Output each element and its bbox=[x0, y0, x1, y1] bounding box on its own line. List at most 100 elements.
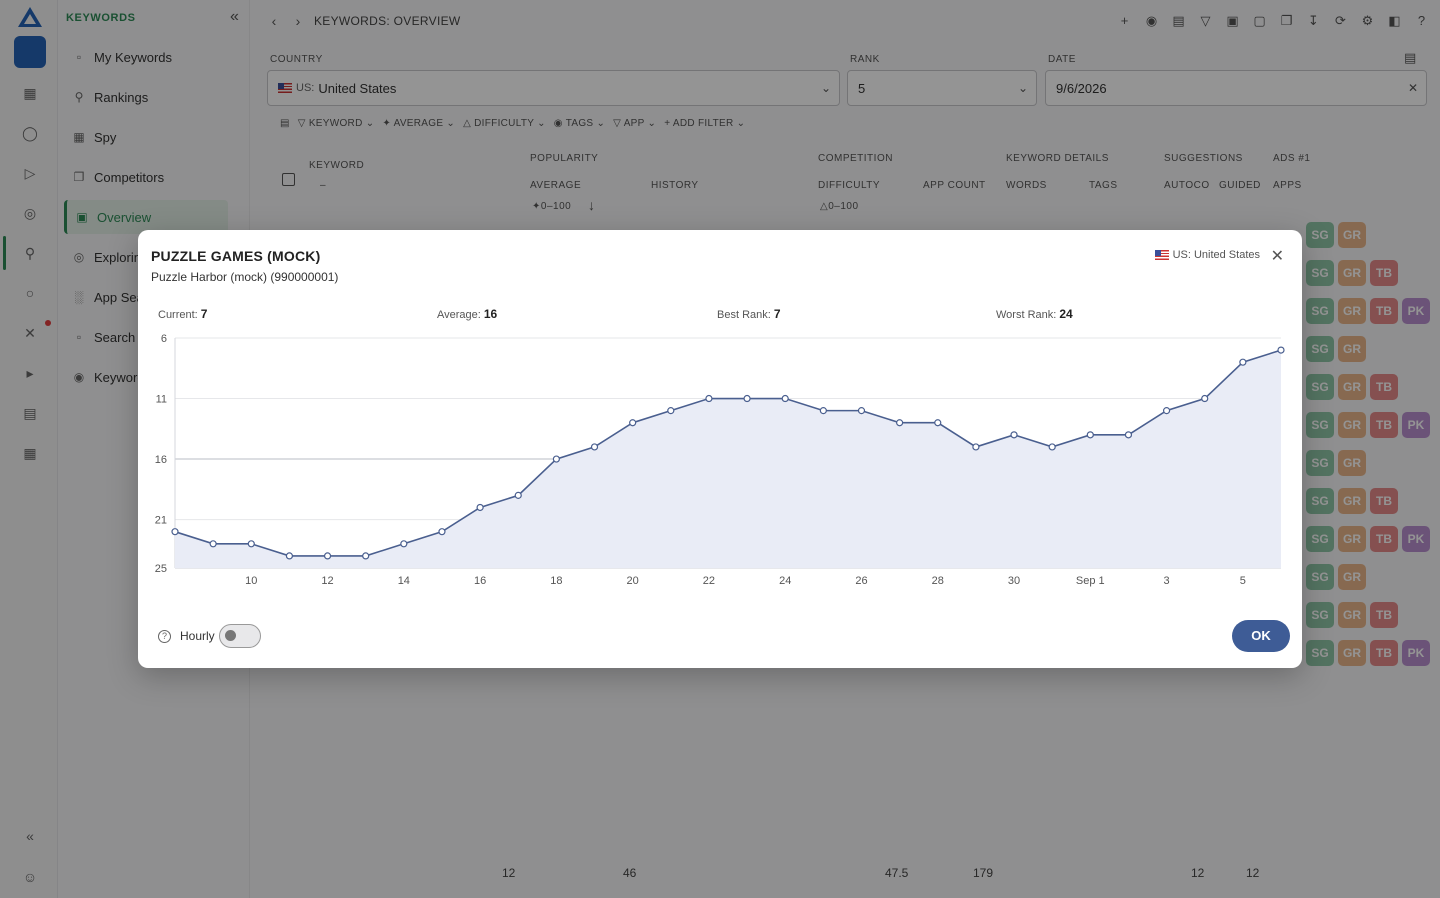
source-chip-sg[interactable]: SG bbox=[1306, 374, 1334, 400]
source-chip-gr[interactable]: GR bbox=[1338, 488, 1366, 514]
source-chip-tb[interactable]: TB bbox=[1370, 602, 1398, 628]
difficulty-range[interactable]: △ 0–100 bbox=[820, 201, 859, 212]
filter-tags[interactable]: ◉ TAGS ⌄ bbox=[553, 118, 606, 129]
source-chip-pk[interactable]: PK bbox=[1402, 412, 1430, 438]
col-guided[interactable]: GUIDED bbox=[1219, 180, 1261, 191]
sidebar-item-my-keywords[interactable]: ▫ My Keywords bbox=[64, 40, 228, 74]
source-chip-sg[interactable]: SG bbox=[1306, 564, 1334, 590]
car-icon[interactable]: ▤ bbox=[1172, 13, 1185, 28]
scan-icon[interactable]: ▢ bbox=[1253, 13, 1266, 28]
sidebar-item-keyword-tree[interactable]: ◉ Keyword bbox=[64, 360, 228, 394]
source-chip-tb[interactable]: TB bbox=[1370, 374, 1398, 400]
source-chip-gr[interactable]: GR bbox=[1338, 222, 1366, 248]
clear-date-icon[interactable]: ✕ bbox=[1407, 81, 1418, 95]
filter-settings-icon[interactable]: ▤ bbox=[280, 118, 290, 129]
hourly-toggle[interactable] bbox=[218, 624, 261, 648]
source-chip-pk[interactable]: PK bbox=[1402, 298, 1430, 324]
nodes-icon[interactable]: ◉ bbox=[1145, 13, 1158, 28]
report-icon[interactable]: ▤ bbox=[23, 405, 37, 421]
source-chip-sg[interactable]: SG bbox=[1306, 640, 1334, 666]
filter-average[interactable]: ✦ AVERAGE ⌄ bbox=[382, 118, 456, 129]
source-chip-gr[interactable]: GR bbox=[1338, 602, 1366, 628]
download-icon[interactable]: ↧ bbox=[1308, 13, 1319, 28]
tools-icon[interactable]: ✕ bbox=[24, 325, 36, 341]
store-icon[interactable]: ▦ bbox=[23, 445, 37, 461]
filter-difficulty[interactable]: △ DIFFICULTY ⌄ bbox=[463, 118, 546, 129]
source-chip-tb[interactable]: TB bbox=[1370, 260, 1398, 286]
source-chip-sg[interactable]: SG bbox=[1306, 298, 1334, 324]
copy-icon[interactable]: ❐ bbox=[1280, 13, 1293, 28]
sort-down-icon[interactable]: ↓ bbox=[588, 197, 596, 213]
source-chip-gr[interactable]: GR bbox=[1338, 564, 1366, 590]
source-chip-sg[interactable]: SG bbox=[1306, 412, 1334, 438]
source-chip-sg[interactable]: SG bbox=[1306, 602, 1334, 628]
sidebar-item-search-trends[interactable]: ▫ Search T bbox=[64, 320, 228, 354]
collapse-sidebar-icon[interactable]: « bbox=[230, 8, 239, 25]
megaphone-icon[interactable]: ○ bbox=[25, 285, 35, 301]
sidebar-item-rankings[interactable]: ⚲ Rankings bbox=[64, 80, 228, 114]
source-chip-sg[interactable]: SG bbox=[1306, 336, 1334, 362]
source-chip-tb[interactable]: TB bbox=[1370, 298, 1398, 324]
account-icon[interactable]: ☺ bbox=[22, 869, 38, 885]
source-chip-tb[interactable]: TB bbox=[1370, 640, 1398, 666]
col-difficulty[interactable]: DIFFICULTY bbox=[818, 180, 881, 191]
country-select[interactable]: US: United States ⌄ bbox=[267, 70, 840, 106]
back-arrow-icon[interactable]: ‹ bbox=[271, 13, 277, 29]
source-chip-gr[interactable]: GR bbox=[1338, 526, 1366, 552]
source-chip-gr[interactable]: GR bbox=[1338, 260, 1366, 286]
col-tags[interactable]: TAGS bbox=[1089, 180, 1118, 191]
filter-icon[interactable]: ▽ bbox=[1200, 13, 1211, 28]
source-chip-sg[interactable]: SG bbox=[1306, 488, 1334, 514]
refresh-icon[interactable]: ⟳ bbox=[1335, 13, 1346, 28]
source-chip-tb[interactable]: TB bbox=[1370, 526, 1398, 552]
source-chip-sg[interactable]: SG bbox=[1306, 222, 1334, 248]
source-chip-gr[interactable]: GR bbox=[1338, 374, 1366, 400]
calendar-icon[interactable]: ▤ bbox=[1404, 50, 1417, 65]
source-chip-sg[interactable]: SG bbox=[1306, 450, 1334, 476]
target-icon[interactable]: ◎ bbox=[23, 205, 37, 221]
source-chip-pk[interactable]: PK bbox=[1402, 640, 1430, 666]
dashboard-icon[interactable]: ▦ bbox=[23, 85, 37, 101]
source-chip-sg[interactable]: SG bbox=[1306, 260, 1334, 286]
col-apps[interactable]: APPS bbox=[1273, 180, 1302, 191]
filter-app[interactable]: ▽ APP ⌄ bbox=[613, 118, 657, 129]
source-chip-gr[interactable]: GR bbox=[1338, 450, 1366, 476]
average-range[interactable]: ✦ 0–100 bbox=[532, 201, 572, 212]
source-chip-gr[interactable]: GR bbox=[1338, 640, 1366, 666]
col-history[interactable]: HISTORY bbox=[651, 180, 699, 191]
close-icon[interactable]: ✕ bbox=[1270, 248, 1284, 265]
filter-keyword[interactable]: ▽ KEYWORD ⌄ bbox=[297, 118, 375, 129]
help-icon[interactable]: ? bbox=[1417, 13, 1426, 28]
help-icon[interactable]: ? bbox=[158, 629, 171, 643]
add-icon[interactable]: + bbox=[1120, 13, 1129, 28]
ok-button[interactable]: OK bbox=[1232, 620, 1290, 652]
volume-icon[interactable]: ▸ bbox=[26, 365, 34, 381]
select-all-checkbox[interactable] bbox=[282, 173, 295, 186]
rank-select[interactable]: 5 ⌄ bbox=[847, 70, 1037, 106]
app-switcher-button[interactable] bbox=[14, 36, 46, 68]
collapse-rail-icon[interactable]: « bbox=[26, 828, 34, 844]
sidebar-item-spy[interactable]: ▦ Spy bbox=[64, 120, 228, 154]
key-icon[interactable]: ⚲ bbox=[24, 245, 36, 261]
col-autocomplete[interactable]: AUTOCO bbox=[1164, 180, 1210, 191]
col-average[interactable]: AVERAGE bbox=[530, 180, 582, 191]
sidebar-item-competitors[interactable]: ❐ Competitors bbox=[64, 160, 228, 194]
sidebar-item-exploring[interactable]: ◎ Exploring bbox=[64, 240, 228, 274]
source-chip-tb[interactable]: TB bbox=[1370, 412, 1398, 438]
apple-icon[interactable]: ◯ bbox=[22, 125, 38, 141]
panel-icon[interactable]: ◧ bbox=[1388, 13, 1401, 28]
play-icon[interactable]: ▷ bbox=[24, 165, 36, 181]
sidebar-item-overview[interactable]: ▣ Overview bbox=[64, 200, 228, 234]
forward-arrow-icon[interactable]: › bbox=[295, 13, 301, 29]
source-chip-pk[interactable]: PK bbox=[1402, 526, 1430, 552]
sidebar-item-app-search[interactable]: ░ App Sea bbox=[64, 280, 228, 314]
add-filter-button[interactable]: + ADD FILTER ⌄ bbox=[664, 118, 746, 129]
settings-icon[interactable]: ⚙ bbox=[1361, 13, 1374, 28]
col-app-count[interactable]: APP COUNT bbox=[923, 180, 986, 191]
layers-icon[interactable]: ▣ bbox=[1226, 13, 1239, 28]
source-chip-gr[interactable]: GR bbox=[1338, 336, 1366, 362]
source-chip-tb[interactable]: TB bbox=[1370, 488, 1398, 514]
source-chip-sg[interactable]: SG bbox=[1306, 526, 1334, 552]
source-chip-gr[interactable]: GR bbox=[1338, 298, 1366, 324]
date-input[interactable]: 9/6/2026 ✕ bbox=[1045, 70, 1427, 106]
